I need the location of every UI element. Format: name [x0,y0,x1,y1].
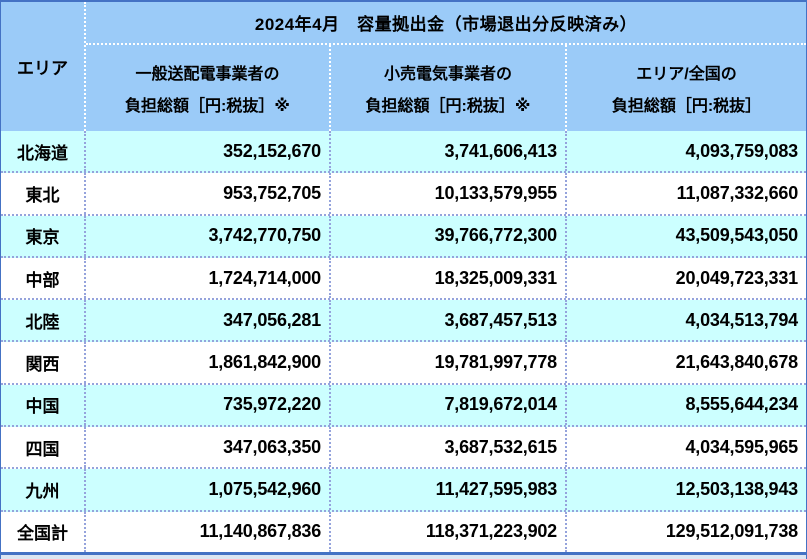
area-cell: 北海道 [1,131,86,172]
total-value-cell: 20,049,723,331 [675,267,799,288]
transmission-value-cell: 347,063,350 [86,427,331,468]
total-value-cell: 4,093,759,083 [685,140,798,161]
table-title: 2024年4月 容量拠出金（市場退出分反映済み） [86,2,806,45]
column-header-line1: 一般送配電事業者の [135,65,280,83]
total-value-cell: 129,512,091,738 [665,521,798,542]
table-row: 北海道 352,152,670 3,741,606,413 4,093,759,… [1,131,806,174]
table-row: 東京 3,742,770,750 39,766,772,300 43,509,5… [1,215,806,258]
total-value-cell: 43,509,543,050 [675,225,799,246]
bottom-strip [1,555,806,559]
column-header-line1: エリア/全国の [636,65,737,83]
total-value-cell: 21,643,840,678 [675,352,799,373]
header-right: 2024年4月 容量拠出金（市場退出分反映済み） 一般送配電事業者の 負担総額［… [86,2,806,131]
retail-value-cell: 3,687,532,615 [331,427,567,468]
table-row: 中部 1,724,714,000 18,325,009,331 20,049,7… [1,257,806,301]
column-header-transmission: 一般送配電事業者の 負担総額［円:税抜］※ [86,45,331,131]
transmission-value-cell: 1,075,542,960 [86,469,331,510]
total-value-cell: 11,087,332,660 [676,182,799,203]
area-cell: 東北 [1,173,86,214]
transmission-value-cell: 735,972,220 [86,384,331,426]
table-header: エリア 2024年4月 容量拠出金（市場退出分反映済み） 一般送配電事業者の 負… [1,2,806,131]
transmission-value-cell: 1,724,714,000 [86,257,331,299]
transmission-value-cell: 953,752,705 [86,173,331,214]
retail-value-cell: 118,371,223,902 [331,511,567,552]
table-row: 九州 1,075,542,960 11,427,595,983 12,503,1… [1,469,806,512]
total-value-cell: 4,034,595,965 [685,436,798,457]
retail-value-cell: 11,427,595,983 [331,469,567,510]
area-cell: 関西 [1,342,86,383]
column-header-line1: 小売電気事業者の [383,65,512,83]
retail-value-cell: 7,819,672,014 [331,384,567,426]
area-cell: 北陸 [1,300,86,341]
column-header-line2: 負担総額［円:税抜］ [611,98,762,116]
table-bottom-border [1,552,806,555]
transmission-value-cell: 352,152,670 [86,131,331,172]
table-row: 関西 1,861,842,900 19,781,997,778 21,643,8… [1,342,806,385]
total-value-cell: 4,034,513,794 [685,309,798,330]
column-header-line2: 負担総額［円:税抜］※ [365,98,531,116]
transmission-value-cell: 11,140,867,836 [86,511,331,552]
area-cell: 四国 [1,427,86,468]
area-cell: 東京 [1,215,86,256]
table-row: 東北 953,752,705 10,133,579,955 11,087,332… [1,173,806,216]
area-cell: 全国計 [1,511,86,552]
total-value-cell: 12,503,138,943 [675,479,799,500]
retail-value-cell: 19,781,997,778 [331,342,567,383]
area-cell: 中国 [1,384,86,426]
area-cell: 九州 [1,469,86,510]
table-row: 全国計 11,140,867,836 118,371,223,902 129,5… [1,511,806,552]
table-row: 四国 347,063,350 3,687,532,615 4,034,595,9… [1,427,806,470]
retail-value-cell: 39,766,772,300 [331,215,567,256]
retail-value-cell: 10,133,579,955 [331,173,567,214]
retail-value-cell: 3,741,606,413 [331,131,567,172]
table-body: 北海道 352,152,670 3,741,606,413 4,093,759,… [1,131,806,552]
column-header-area-total: エリア/全国の 負担総額［円:税抜］ [567,45,806,131]
table-row: 中国 735,972,220 7,819,672,014 8,555,644,2… [1,384,806,428]
transmission-value-cell: 1,861,842,900 [86,342,331,383]
column-header-line2: 負担総額［円:税抜］※ [125,98,290,116]
column-header-retail: 小売電気事業者の 負担総額［円:税抜］※ [331,45,567,131]
transmission-value-cell: 3,742,770,750 [86,215,331,256]
area-column-header: エリア [1,2,86,131]
area-cell: 中部 [1,257,86,299]
retail-value-cell: 3,687,457,513 [331,300,567,341]
column-headers: 一般送配電事業者の 負担総額［円:税抜］※ 小売電気事業者の 負担総額［円:税抜… [86,45,806,131]
table-row: 北陸 347,056,281 3,687,457,513 4,034,513,7… [1,300,806,343]
transmission-value-cell: 347,056,281 [86,300,331,341]
total-value-cell: 8,555,644,234 [685,394,798,415]
retail-value-cell: 18,325,009,331 [331,257,567,299]
